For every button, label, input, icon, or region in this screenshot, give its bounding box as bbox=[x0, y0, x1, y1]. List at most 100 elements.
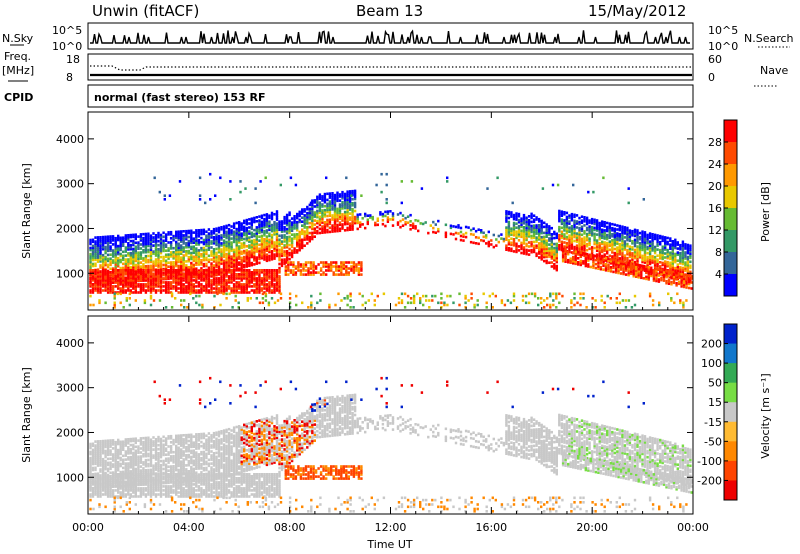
power-cell bbox=[250, 275, 253, 278]
power-cell bbox=[275, 234, 279, 237]
power-cell bbox=[573, 239, 576, 243]
power-cell bbox=[157, 264, 160, 267]
power-cell bbox=[568, 214, 571, 217]
power-cell bbox=[285, 241, 289, 245]
power-cell bbox=[607, 263, 610, 267]
power-cell bbox=[464, 294, 467, 298]
power-cell bbox=[572, 255, 575, 259]
power-cell bbox=[449, 226, 453, 230]
power-cell bbox=[258, 275, 261, 278]
power-cell bbox=[682, 277, 686, 281]
velocity-cell bbox=[99, 452, 102, 455]
power-cell bbox=[674, 272, 677, 276]
power-cell bbox=[195, 275, 198, 278]
power-cell bbox=[575, 222, 579, 225]
power-cell bbox=[507, 220, 511, 224]
power-cell bbox=[159, 255, 163, 259]
power-cell bbox=[265, 229, 269, 232]
power-cell bbox=[340, 265, 343, 268]
power-cell bbox=[314, 265, 318, 268]
power-cell bbox=[268, 232, 271, 236]
power-cell bbox=[321, 219, 324, 222]
power-cell bbox=[595, 223, 599, 226]
power-cell bbox=[613, 243, 616, 247]
power-cell bbox=[640, 270, 643, 273]
power-cell bbox=[296, 214, 299, 218]
power-cell bbox=[200, 277, 203, 280]
power-cell bbox=[676, 253, 679, 256]
power-cell bbox=[331, 200, 334, 203]
power-cell bbox=[535, 230, 538, 233]
power-cell bbox=[346, 202, 349, 206]
power-cell bbox=[601, 250, 604, 254]
power-cell bbox=[265, 239, 269, 242]
power-cell bbox=[195, 249, 198, 252]
power-cell bbox=[220, 236, 223, 239]
power-cell bbox=[606, 233, 609, 237]
power-cell bbox=[89, 281, 92, 284]
power-cell bbox=[92, 303, 95, 307]
power-cell bbox=[318, 211, 322, 215]
power-cell bbox=[307, 306, 310, 309]
power-cell bbox=[414, 225, 417, 228]
power-cell bbox=[243, 241, 246, 245]
power-cell bbox=[253, 283, 256, 286]
power-cell bbox=[129, 266, 132, 269]
power-cell bbox=[487, 240, 490, 244]
power-cell bbox=[555, 268, 558, 272]
power-cell bbox=[568, 246, 571, 250]
power-cell bbox=[285, 221, 289, 225]
power-cell bbox=[169, 247, 173, 250]
power-cell bbox=[195, 229, 198, 232]
power-cell bbox=[577, 263, 580, 266]
power-cell bbox=[328, 303, 331, 307]
power-cell bbox=[679, 247, 682, 251]
power-cell bbox=[154, 279, 158, 282]
power-cell bbox=[666, 240, 669, 244]
power-cell bbox=[594, 299, 597, 302]
power-cell bbox=[227, 223, 231, 227]
power-cell bbox=[606, 243, 609, 247]
power-cell bbox=[260, 224, 264, 228]
power-cell bbox=[585, 248, 589, 252]
power-cell bbox=[494, 294, 497, 298]
power-cell bbox=[524, 301, 528, 305]
power-cell bbox=[260, 281, 264, 284]
power-cell bbox=[298, 248, 301, 252]
power-cell bbox=[578, 234, 581, 238]
power-cell bbox=[401, 224, 405, 227]
power-cell bbox=[134, 277, 137, 280]
nsearch-tick-bottom: 10^0 bbox=[708, 40, 738, 53]
power-cell bbox=[633, 238, 637, 242]
power-cell bbox=[175, 244, 178, 248]
power-cell bbox=[342, 263, 345, 266]
power-cell bbox=[175, 264, 178, 268]
power-cell bbox=[318, 205, 322, 208]
power-cell bbox=[353, 193, 357, 197]
power-cell bbox=[374, 221, 377, 225]
power-cell bbox=[222, 243, 226, 246]
power-cell bbox=[685, 282, 688, 285]
power-cell bbox=[263, 232, 266, 235]
power-cell bbox=[623, 232, 627, 235]
power-cell bbox=[285, 237, 289, 241]
power-cell bbox=[288, 301, 292, 305]
power-cell bbox=[303, 226, 306, 229]
power-cell bbox=[240, 260, 243, 264]
power-cell bbox=[664, 262, 667, 265]
power-cell bbox=[232, 277, 236, 280]
power-cell bbox=[648, 236, 652, 239]
power-cell bbox=[119, 242, 122, 246]
power-cell bbox=[129, 233, 132, 237]
power-cell bbox=[628, 233, 632, 236]
power-cell bbox=[343, 218, 347, 222]
power-cell bbox=[240, 228, 243, 231]
power-cell bbox=[273, 285, 276, 288]
power-cell bbox=[195, 255, 198, 258]
power-cell bbox=[520, 251, 523, 255]
power-cell bbox=[487, 242, 490, 246]
power-cell bbox=[587, 265, 590, 268]
power-cell bbox=[147, 277, 150, 280]
power-cell bbox=[177, 236, 180, 239]
power-cell bbox=[449, 224, 453, 228]
